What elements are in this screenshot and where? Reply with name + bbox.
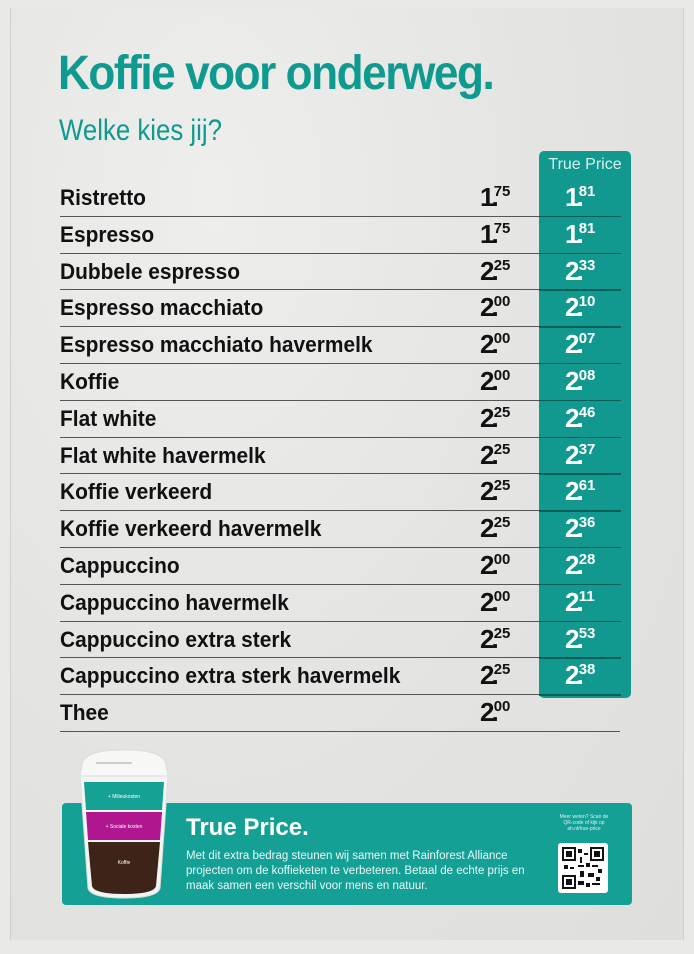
item-name: Ristretto <box>60 185 146 210</box>
menu-row: Espresso macchiato 2.00 2.10 <box>60 290 621 328</box>
regular-price: 2.00 <box>480 549 511 580</box>
banner-title: True Price. <box>186 814 309 841</box>
true-price: 2.10 <box>565 292 596 323</box>
true-price: 2.11 <box>565 586 595 617</box>
item-name: Flat white <box>60 405 157 431</box>
menu-row: Koffie 2.00 2.08 <box>60 364 621 402</box>
regular-price: 2.25 <box>480 439 511 470</box>
regular-price: 2.25 <box>480 623 511 654</box>
regular-price: 2.25 <box>480 476 511 507</box>
item-name: Koffie <box>60 368 120 394</box>
item-name: Espresso <box>60 221 155 247</box>
true-price-header: True Price <box>548 156 622 173</box>
item-name: Flat white havermelk <box>60 442 266 468</box>
regular-price: 2.00 <box>480 586 511 617</box>
regular-price: 2.00 <box>480 697 511 728</box>
cup-label-sociale-kosten: + Sociale kosten <box>105 824 143 830</box>
page-subtitle: Welke kies jij? <box>59 114 222 147</box>
menu-row: Ristretto 1.75 1.81 <box>60 180 621 218</box>
regular-price: 2.25 <box>480 255 511 286</box>
true-price: 2.61 <box>565 476 596 507</box>
regular-price: 2.00 <box>480 329 511 360</box>
item-name: Cappuccino extra sterk havermelk <box>60 663 401 689</box>
item-name: Espresso macchiato havermelk <box>60 332 373 358</box>
regular-price: 1.75 <box>480 182 511 212</box>
coffee-cup-icon <box>79 749 169 899</box>
menu-row: Flat white 2.25 2.46 <box>60 401 621 439</box>
cup-illustration: + Milieukosten + Sociale kosten Koffie <box>76 748 172 900</box>
true-price: 2.07 <box>565 329 596 360</box>
menu-row: Koffie verkeerd havermelk 2.25 2.36 <box>60 511 621 549</box>
menu-row: Cappuccino extra sterk 2.25 2.53 <box>60 622 621 659</box>
true-price: 2.28 <box>565 549 596 580</box>
regular-price: 2.25 <box>480 513 511 544</box>
banner-text: Met dit extra bedrag steunen wij samen m… <box>186 850 525 892</box>
menu-row: Dubbele espresso 2.25 2.33 <box>60 254 621 291</box>
true-price: 1.81 <box>565 182 596 212</box>
item-name: Koffie verkeerd havermelk <box>60 516 322 542</box>
regular-price: 2.00 <box>480 365 511 396</box>
qr-code-icon <box>562 847 604 889</box>
true-price-column <box>539 151 631 698</box>
regular-price: 2.25 <box>480 660 511 691</box>
menu-row: Espresso macchiato havermelk 2.00 2.07 <box>60 327 621 365</box>
price-list: Ristretto 1.75 1.81 Espresso 1.75 1.81 Dub… <box>60 180 621 732</box>
item-name: Thee <box>60 700 109 726</box>
item-name: Dubbele espresso <box>60 258 241 284</box>
menu-row: Flat white havermelk 2.25 2.37 <box>60 438 621 475</box>
true-price: 2.53 <box>565 623 596 654</box>
menu-row: Cappuccino 2.00 2.28 <box>60 548 621 586</box>
cup-label-koffie: Koffie <box>117 860 131 866</box>
true-price: 2.33 <box>565 255 596 286</box>
menu-row: Thee 2.00 <box>60 695 620 732</box>
regular-price: 2.00 <box>480 292 511 323</box>
regular-price: 1.75 <box>480 218 511 249</box>
true-price: 2.46 <box>565 402 596 433</box>
item-name: Cappuccino extra sterk <box>60 626 292 652</box>
page-title: Koffie voor onderweg. <box>58 47 495 100</box>
item-name: Koffie verkeerd <box>60 479 213 505</box>
qr-caption: Meer weten? Scan de QR-code of kijk op a… <box>559 814 609 832</box>
regular-price: 2.25 <box>480 402 511 433</box>
true-price: 2.38 <box>565 660 596 691</box>
menu-row: Koffie verkeerd 2.25 2.61 <box>60 474 621 512</box>
item-name: Espresso macchiato <box>60 295 264 321</box>
true-price: 2.08 <box>565 365 596 396</box>
qr-code[interactable] <box>558 843 608 893</box>
true-price: 2.36 <box>565 513 596 544</box>
true-price: 1.81 <box>565 218 596 249</box>
cup-label-milieukosten: + Milieukosten <box>107 794 141 800</box>
item-name: Cappuccino <box>60 552 180 578</box>
menu-row: Cappuccino havermelk 2.00 2.11 <box>60 585 621 623</box>
menu-row: Cappuccino extra sterk havermelk 2.25 2.3… <box>60 658 621 696</box>
true-price: 2.37 <box>565 439 596 470</box>
item-name: Cappuccino havermelk <box>60 589 289 615</box>
menu-row: Espresso 1.75 1.81 <box>60 217 621 255</box>
